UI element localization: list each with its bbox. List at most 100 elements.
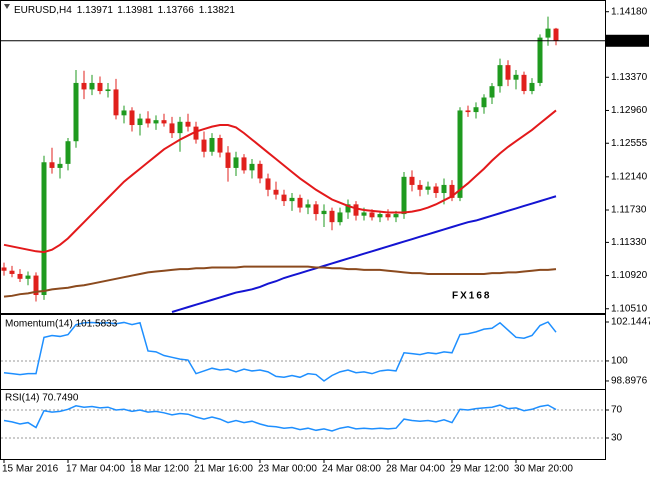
ohlc-value: 1.13971 xyxy=(77,5,114,16)
candle-body xyxy=(241,157,247,171)
candle-body xyxy=(433,186,439,194)
y-tick-label: 1.12140 xyxy=(611,171,648,182)
chart-title: EURUSD,H4 xyxy=(14,5,72,16)
main-panel-frame xyxy=(0,0,606,314)
candle-body xyxy=(497,65,503,87)
x-tick-label: 23 Mar 00:00 xyxy=(258,464,317,475)
indicator-title: Momentum(14) 101.5833 xyxy=(5,319,118,330)
candle-body xyxy=(513,74,519,80)
candle-body xyxy=(449,184,455,198)
candle-body xyxy=(73,82,79,142)
candle-body xyxy=(249,163,255,171)
candle-body xyxy=(25,275,31,279)
candle-body xyxy=(153,120,159,124)
candle-body xyxy=(457,110,463,198)
candle-body xyxy=(417,184,423,190)
candle-body xyxy=(377,214,383,218)
candle-body xyxy=(465,110,471,113)
candle-body xyxy=(425,186,431,190)
candle-body xyxy=(537,37,543,83)
x-tick-label: 18 Mar 12:00 xyxy=(130,464,189,475)
candle-body xyxy=(281,194,287,202)
y-tick-label: 70 xyxy=(611,405,623,416)
candle-body xyxy=(257,163,263,179)
y-tick-label: 102.1447 xyxy=(611,317,650,328)
candle-body xyxy=(409,176,415,185)
y-tick-label: 1.13370 xyxy=(611,72,648,83)
candle-body xyxy=(65,141,71,164)
y-tick-label: 1.14180 xyxy=(611,6,648,17)
candle-body xyxy=(113,89,119,116)
candle-body xyxy=(185,121,191,127)
x-tick-label: 29 Mar 12:00 xyxy=(450,464,509,475)
candle-body xyxy=(273,189,279,195)
candle-body xyxy=(121,110,127,116)
candle-body xyxy=(545,28,551,38)
candle-body xyxy=(217,137,223,153)
candle-body xyxy=(401,176,407,215)
candle-body xyxy=(137,118,143,126)
candle-body xyxy=(337,212,343,223)
ohlc-value: 1.13766 xyxy=(158,5,195,16)
indicator-line xyxy=(3,109,557,254)
y-tick-label: 1.11330 xyxy=(611,237,647,248)
indicator-title: RSI(14) 70.7490 xyxy=(5,393,79,404)
y-tick-label: 1.10510 xyxy=(611,303,648,314)
candle-body xyxy=(369,212,375,218)
candle-body xyxy=(49,162,55,168)
watermark: FX168 xyxy=(452,291,491,302)
candle-body xyxy=(193,126,199,140)
y-tick-label: 1.12960 xyxy=(611,105,648,116)
candle-body xyxy=(345,204,351,213)
x-tick-label: 21 Mar 16:00 xyxy=(194,464,253,475)
candle-body xyxy=(17,273,23,279)
candle-body xyxy=(321,210,327,215)
candle-body xyxy=(81,82,87,90)
y-tick-label: 1.12555 xyxy=(611,138,648,149)
candle-body xyxy=(361,212,367,216)
candle-body xyxy=(521,74,527,92)
candle-body xyxy=(169,123,175,134)
candle-body xyxy=(441,184,447,194)
x-tick-label: 15 Mar 2016 xyxy=(2,464,59,475)
y-tick-label: 100 xyxy=(611,356,628,367)
last-price-label: 1.13821 xyxy=(611,35,648,46)
candle-body xyxy=(89,82,95,90)
candle-body xyxy=(33,275,39,296)
candle-body xyxy=(177,121,183,134)
candle-body xyxy=(97,82,103,92)
candle-body xyxy=(385,214,391,218)
y-tick-label: 1.11730 xyxy=(611,205,647,216)
candle-body xyxy=(161,120,167,124)
symbol-icon xyxy=(4,4,10,9)
indicator-line xyxy=(3,265,557,298)
candle-body xyxy=(265,178,271,190)
ohlc-value: 1.13821 xyxy=(199,5,236,16)
candle-body xyxy=(529,82,535,92)
candle-body xyxy=(353,204,359,216)
candle-body xyxy=(57,163,63,168)
candle-body xyxy=(105,89,111,92)
indicator-line xyxy=(171,195,557,313)
ohlc-value: 1.13981 xyxy=(117,5,154,16)
candle-body xyxy=(489,86,495,98)
candle-body xyxy=(553,28,559,41)
x-tick-label: 17 Mar 04:00 xyxy=(66,464,125,475)
candle-body xyxy=(41,162,47,296)
chart-header: EURUSD,H4 1.13971 1.13981 1.13766 1.13821 xyxy=(14,5,235,16)
candle-body xyxy=(305,204,311,208)
candle-body xyxy=(289,197,295,202)
rsi-panel-frame xyxy=(0,389,606,460)
candle-body xyxy=(225,152,231,168)
candle-body xyxy=(233,157,239,168)
y-tick-label: 30 xyxy=(611,433,623,444)
candle-body xyxy=(313,204,319,215)
candle-body xyxy=(481,97,487,108)
indicator-line xyxy=(3,321,557,382)
candle-body xyxy=(473,107,479,113)
candle-body xyxy=(393,214,399,218)
candle-body xyxy=(297,197,303,208)
candle-body xyxy=(201,139,207,152)
y-tick-label: 98.8976 xyxy=(611,376,648,387)
x-tick-label: 28 Mar 04:00 xyxy=(386,464,445,475)
